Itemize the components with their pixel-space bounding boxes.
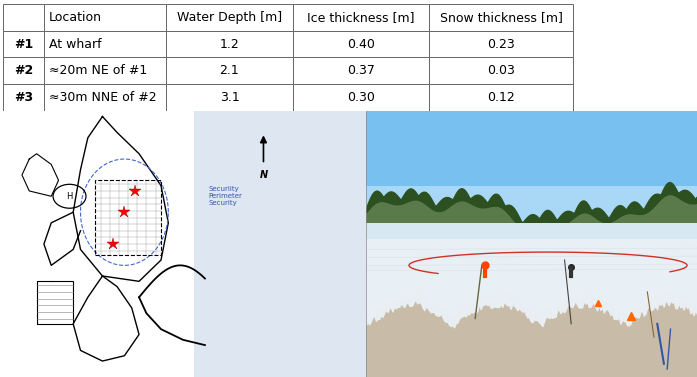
Bar bbox=[43, 84, 167, 111]
Bar bbox=[95, 180, 161, 255]
Bar bbox=[3, 84, 43, 111]
Bar bbox=[366, 111, 697, 204]
Text: 0.37: 0.37 bbox=[346, 64, 374, 77]
Text: ≈20m NE of #1: ≈20m NE of #1 bbox=[49, 64, 147, 77]
Text: Location: Location bbox=[49, 11, 102, 24]
Bar bbox=[366, 185, 697, 225]
Bar bbox=[167, 31, 293, 57]
Text: 1.2: 1.2 bbox=[220, 38, 239, 51]
Bar bbox=[429, 31, 574, 57]
Bar bbox=[43, 31, 167, 57]
Text: H: H bbox=[66, 192, 72, 201]
Bar bbox=[3, 31, 43, 57]
Text: Water Depth [m]: Water Depth [m] bbox=[177, 11, 282, 24]
Bar bbox=[429, 4, 574, 31]
Text: At wharf: At wharf bbox=[49, 38, 102, 51]
Text: Securiity
Perimeter
Security: Securiity Perimeter Security bbox=[208, 185, 243, 205]
Text: #3: #3 bbox=[14, 91, 33, 104]
Bar bbox=[167, 58, 293, 84]
Bar bbox=[43, 4, 167, 31]
Text: #1: #1 bbox=[14, 38, 33, 51]
Text: Snow thickness [m]: Snow thickness [m] bbox=[440, 11, 562, 24]
Text: 0.12: 0.12 bbox=[487, 91, 515, 104]
Bar bbox=[293, 58, 429, 84]
Text: 0.23: 0.23 bbox=[487, 38, 515, 51]
Text: Ice thickness [m]: Ice thickness [m] bbox=[307, 11, 414, 24]
Text: 0.03: 0.03 bbox=[487, 64, 515, 77]
Bar bbox=[167, 4, 293, 31]
Bar bbox=[3, 58, 43, 84]
Text: ≈30m NNE of #2: ≈30m NNE of #2 bbox=[49, 91, 157, 104]
Bar bbox=[194, 111, 366, 377]
Bar bbox=[366, 239, 697, 377]
Bar bbox=[429, 84, 574, 111]
Bar bbox=[366, 223, 697, 377]
Text: 2.1: 2.1 bbox=[220, 64, 239, 77]
Bar bbox=[429, 58, 574, 84]
Text: 3.1: 3.1 bbox=[220, 91, 239, 104]
Bar bbox=[293, 4, 429, 31]
Bar bbox=[167, 84, 293, 111]
Bar bbox=[43, 58, 167, 84]
Bar bbox=[3, 4, 43, 31]
Text: #2: #2 bbox=[14, 64, 33, 77]
Bar bbox=[293, 84, 429, 111]
Bar bbox=[293, 31, 429, 57]
Text: 0.40: 0.40 bbox=[346, 38, 374, 51]
Text: N: N bbox=[259, 170, 268, 180]
Text: 0.30: 0.30 bbox=[346, 91, 374, 104]
